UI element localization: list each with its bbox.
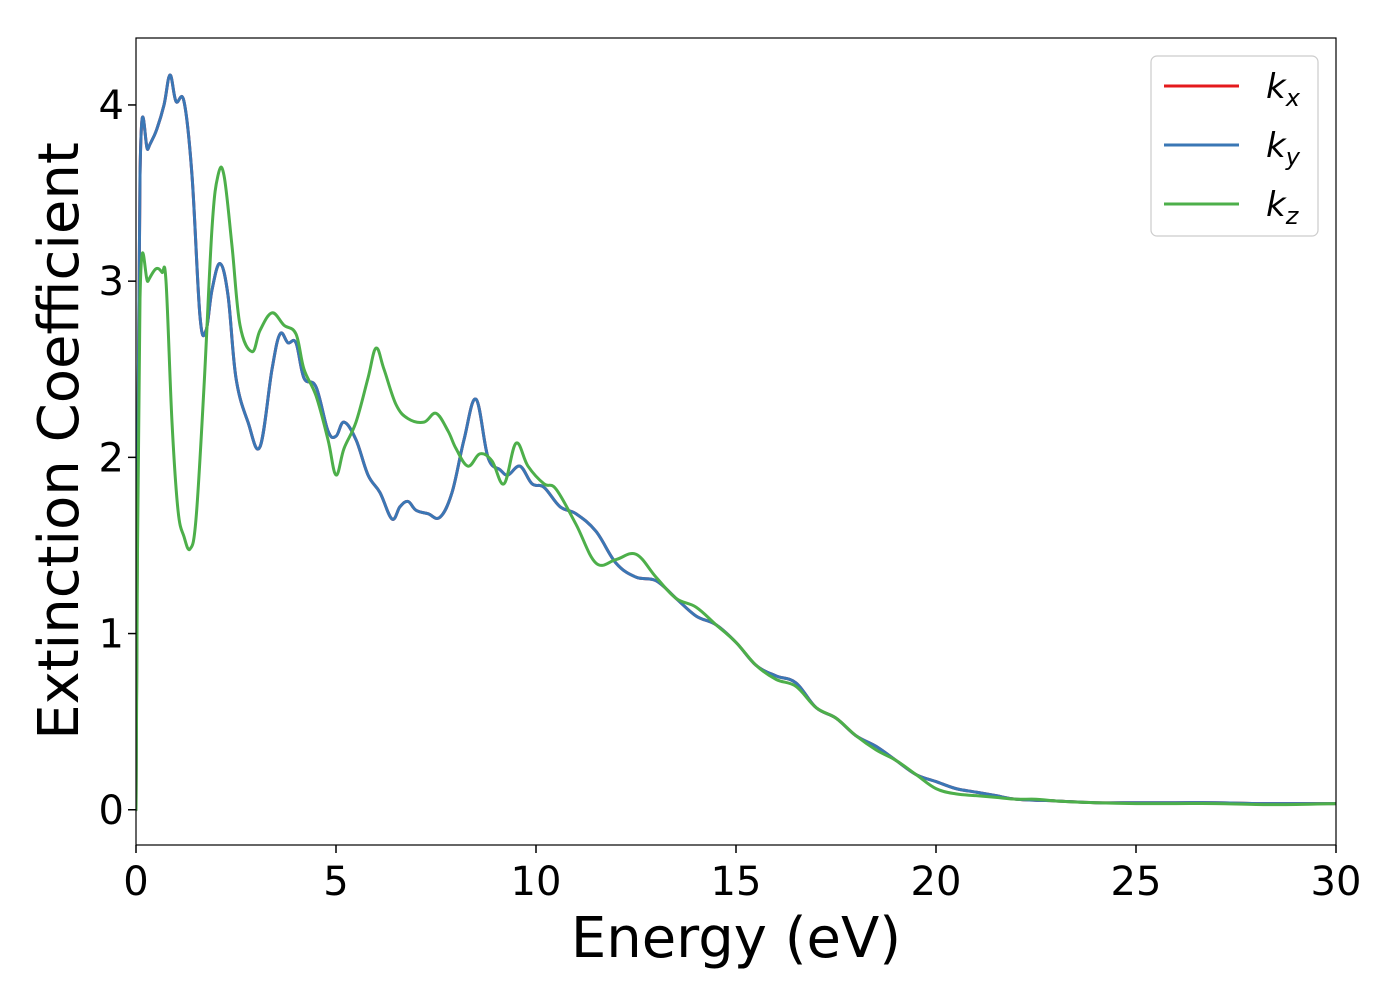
y-tick-label: 4	[99, 83, 124, 129]
y-tick-label: 3	[99, 259, 124, 305]
plot-area	[136, 73, 1336, 812]
x-tick-label: 25	[1111, 859, 1162, 905]
x-tick-label: 30	[1311, 859, 1362, 905]
y-tick-label: 2	[99, 435, 124, 481]
x-tick-label: 5	[323, 859, 348, 905]
y-tick-label: 0	[99, 788, 124, 834]
axes: 0 5 10 15 20 25 30 0 1 2 3 4	[99, 37, 1362, 905]
y-axis-label: Extinction Coefficient	[27, 142, 92, 740]
legend: kx ky kz	[1150, 55, 1319, 237]
legend-label-x: kx	[1266, 67, 1301, 112]
x-tick-label: 0	[123, 859, 148, 905]
y-tick-label: 1	[99, 612, 124, 658]
x-tick-label: 15	[711, 859, 762, 905]
x-axis-label: Energy (eV)	[571, 906, 901, 971]
legend-label-z: kz	[1266, 185, 1300, 230]
x-tick-label: 10	[511, 859, 562, 905]
series-line-z	[136, 165, 1336, 812]
legend-label-y: ky	[1266, 126, 1301, 171]
x-tick-label: 20	[911, 859, 962, 905]
